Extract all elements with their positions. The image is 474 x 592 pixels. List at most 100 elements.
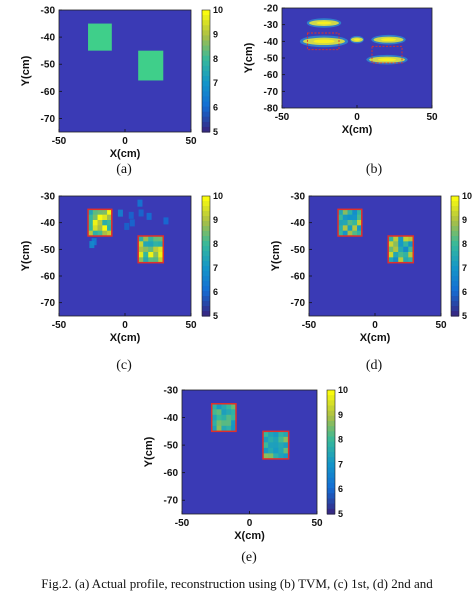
colorbar-tick-d-0: 10 (462, 191, 472, 201)
pixel-e-0-2-1 (221, 409, 227, 416)
tvm-outline-b-0 (307, 32, 340, 51)
pixel-d-1-3-2 (403, 246, 409, 253)
xtick-e-0: -50 (175, 518, 190, 529)
pixel-c-0-3-1 (102, 214, 108, 221)
ylabel-b: Y(cm) (243, 42, 255, 73)
pixel-d-0-3-1 (352, 214, 358, 221)
colorbar-tick-d-5: 5 (462, 311, 467, 321)
pixel-e-0-1-4 (216, 425, 222, 432)
pixel-e-1-4-3 (283, 447, 290, 454)
colorbar-step-a-23 (202, 126, 210, 133)
pixel-e-1-0-1 (263, 436, 269, 443)
xtick-d-0: -50 (302, 320, 317, 331)
ytick-a-0: -30 (41, 6, 56, 17)
colorbar-step-c-13 (202, 261, 210, 267)
colorbar-step-d-14 (451, 266, 459, 272)
pixel-e-0-0-0 (211, 403, 217, 410)
pixel-c-0-3-2 (102, 220, 108, 226)
pixel-c-1-1-0 (143, 236, 149, 242)
colorbar-step-a-9 (202, 55, 210, 62)
plot-area-c (59, 196, 191, 316)
plot-area-b (282, 8, 432, 108)
pixel-e-0-1-1 (216, 409, 222, 416)
pixel-d-0-1-4 (342, 230, 348, 237)
artifact-c-10 (138, 209, 144, 217)
pixel-c-1-1-1 (143, 241, 149, 248)
pixel-d-1-0-0 (388, 236, 394, 242)
pixel-e-1-3-2 (278, 442, 284, 449)
pixel-e-1-2-2 (273, 442, 279, 449)
pixel-c-0-0-0 (88, 209, 94, 216)
pixel-c-1-3-3 (153, 252, 159, 258)
pixel-e-1-3-1 (278, 436, 284, 443)
pixel-d-1-0-2 (388, 246, 394, 253)
colorbar-step-c-3 (202, 211, 210, 217)
colorbar-tick-e-2: 8 (338, 435, 343, 445)
pixel-e-1-4-1 (283, 436, 290, 443)
pixel-c-1-3-4 (153, 257, 159, 264)
pixel-e-1-2-0 (273, 431, 279, 438)
pixel-e-1-0-2 (263, 442, 269, 449)
xtick-a-0: -50 (52, 136, 67, 147)
pixel-c-0-0-1 (88, 214, 94, 221)
colorbar-step-c-21 (202, 301, 210, 307)
colorbar-step-a-0 (202, 10, 210, 16)
plot-area-d (309, 196, 441, 316)
pixel-d-0-3-4 (352, 230, 358, 237)
pixel-c-1-4-0 (158, 236, 164, 242)
sublabel-e: (e) (241, 550, 257, 565)
pixel-d-0-0-4 (338, 230, 344, 237)
pixel-c-1-4-4 (158, 257, 164, 264)
pixel-e-0-2-3 (221, 420, 227, 427)
pixel-d-0-4-4 (357, 230, 363, 237)
colorbar-tick-a-4: 6 (213, 103, 218, 113)
ytick-c-2: -50 (41, 245, 56, 256)
artifact-c-11 (163, 217, 169, 225)
target-outline-c-1 (137, 235, 165, 264)
pixel-e-1-1-2 (268, 442, 274, 449)
colorbar-tick-e-3: 7 (338, 459, 343, 469)
pixel-e-0-4-0 (231, 403, 237, 410)
pixel-d-0-4-1 (357, 214, 363, 221)
pixel-c-0-0-3 (88, 225, 94, 232)
pixel-e-1-3-3 (278, 447, 284, 454)
colorbar-step-a-11 (202, 65, 210, 72)
pixel-c-0-3-3 (102, 225, 108, 232)
colorbar-step-d-21 (451, 301, 459, 307)
sublabel-a: (a) (116, 162, 132, 177)
colorbar-step-c-22 (202, 306, 210, 312)
xlabel-e: X(cm) (234, 530, 265, 542)
blob-core-b-0 (316, 21, 332, 25)
colorbar-step-a-7 (202, 45, 210, 52)
colorbar-tick-d-2: 8 (462, 239, 467, 249)
pixel-e-0-0-1 (211, 409, 217, 416)
pixel-c-0-4-3 (107, 225, 113, 232)
pixel-d-1-3-0 (403, 236, 409, 242)
colorbar-step-d-4 (451, 216, 459, 222)
pixel-e-1-0-3 (263, 447, 269, 454)
target-region-a-1 (138, 50, 164, 81)
plot-frame-e (181, 389, 318, 515)
ytick-d-2: -50 (291, 245, 306, 256)
ytick-a-4: -70 (41, 114, 56, 125)
colorbar-step-a-8 (202, 50, 210, 57)
colorbar-tick-c-5: 5 (213, 311, 218, 321)
colorbar-step-c-4 (202, 216, 210, 222)
pixel-c-0-4-1 (107, 214, 113, 221)
pixel-e-0-4-3 (231, 420, 237, 427)
pixel-e-0-1-3 (216, 420, 222, 427)
colorbar-step-e-18 (327, 483, 335, 489)
pixel-e-1-4-0 (283, 431, 290, 438)
pixel-e-0-4-1 (231, 409, 237, 416)
artifact-c-3 (117, 209, 123, 217)
colorbar-step-c-15 (202, 271, 210, 277)
xtick-a-1: 0 (122, 136, 128, 147)
colorbar-step-a-13 (202, 76, 210, 82)
colorbar-step-d-3 (451, 211, 459, 217)
pixel-c-0-3-4 (102, 230, 108, 237)
xtick-b-1: 0 (354, 112, 360, 123)
colorbar-step-e-2 (327, 400, 335, 407)
pixel-c-1-0-0 (138, 236, 144, 242)
pixel-d-1-0-4 (388, 257, 394, 264)
pixel-d-1-4-3 (408, 252, 414, 258)
